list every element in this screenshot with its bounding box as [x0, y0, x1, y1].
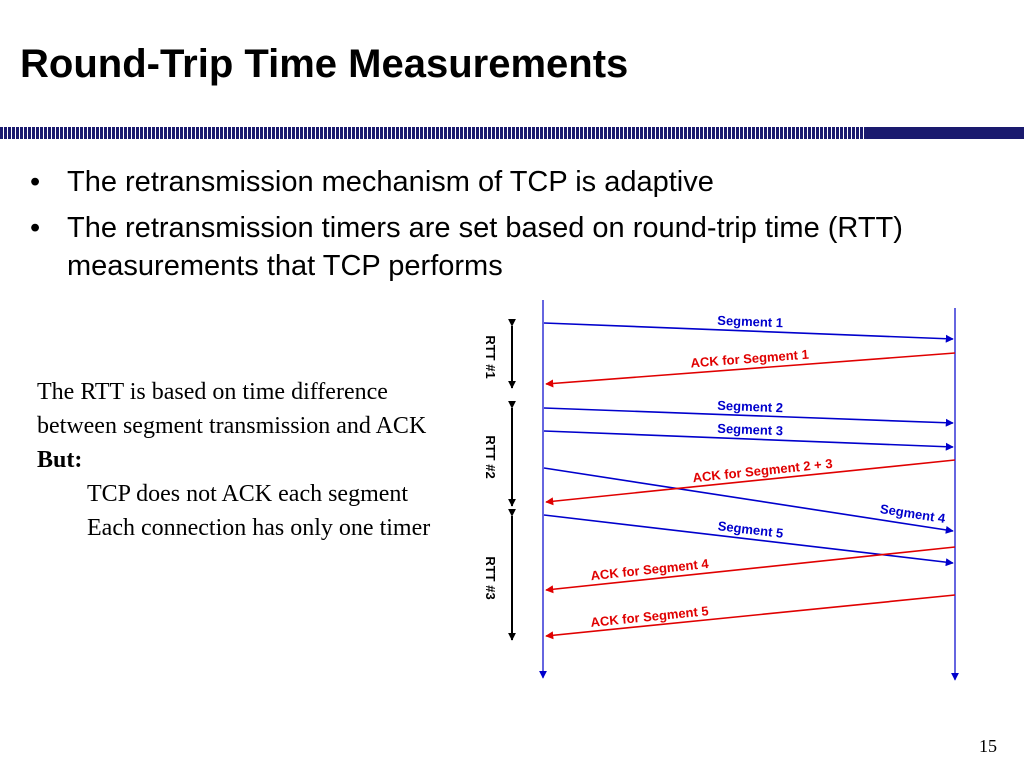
rtt2-label: RTT #2 — [483, 435, 498, 478]
note-line: The RTT is based on time difference betw… — [37, 379, 427, 439]
note-line: Each connection has only one timer — [87, 515, 431, 541]
segment-2-label: Segment 2 — [717, 398, 783, 415]
message-arrows: Segment 1 ACK for Segment 1 Segment 2 Segme… — [543, 313, 956, 640]
segment-5-label: Segment 5 — [717, 518, 784, 541]
bullet-icon: • — [30, 166, 41, 198]
segment-4-arrow — [543, 467, 954, 534]
segment-4-label: Segment 4 — [879, 501, 947, 526]
rtt1-label: RTT #1 — [483, 335, 498, 378]
page-number: 15 — [979, 736, 997, 756]
ack-for-segment-2-3-arrow — [545, 459, 956, 506]
ack-for-segment-2-3-label: ACK for Segment 2 + 3 — [692, 456, 833, 485]
bullet-text: The retransmission mechanism of TCP is a… — [67, 166, 714, 198]
segment-1-arrow — [543, 322, 954, 343]
segment-2-arrow — [543, 407, 954, 427]
note-but-label: But: — [37, 447, 83, 473]
ack-for-segment-5-arrow — [545, 594, 956, 640]
page-title: Round-Trip Time Measurements — [20, 42, 629, 86]
title-divider — [0, 127, 1024, 139]
bullet-text: The retransmission timers are set based … — [67, 212, 903, 282]
note-line: TCP does not ACK each segment — [87, 481, 409, 507]
bullet-icon: • — [30, 212, 41, 244]
ack-for-segment-1-arrow — [545, 352, 956, 388]
rtt-explanation: The RTT is based on time difference betw… — [37, 375, 467, 545]
ack-for-segment-1-label: ACK for Segment 1 — [690, 347, 809, 371]
ack-for-segment-4-arrow — [545, 546, 956, 594]
segment-3-label: Segment 3 — [717, 421, 783, 439]
segment-3-arrow — [543, 430, 954, 451]
bullet-list: • The retransmission mechanism of TCP is … — [30, 163, 990, 293]
rtt3-label: RTT #3 — [483, 556, 498, 599]
bullet-item: • The retransmission mechanism of TCP is … — [30, 163, 990, 201]
segment-1-label: Segment 1 — [717, 313, 783, 331]
bullet-item: • The retransmission timers are set based… — [30, 209, 990, 285]
